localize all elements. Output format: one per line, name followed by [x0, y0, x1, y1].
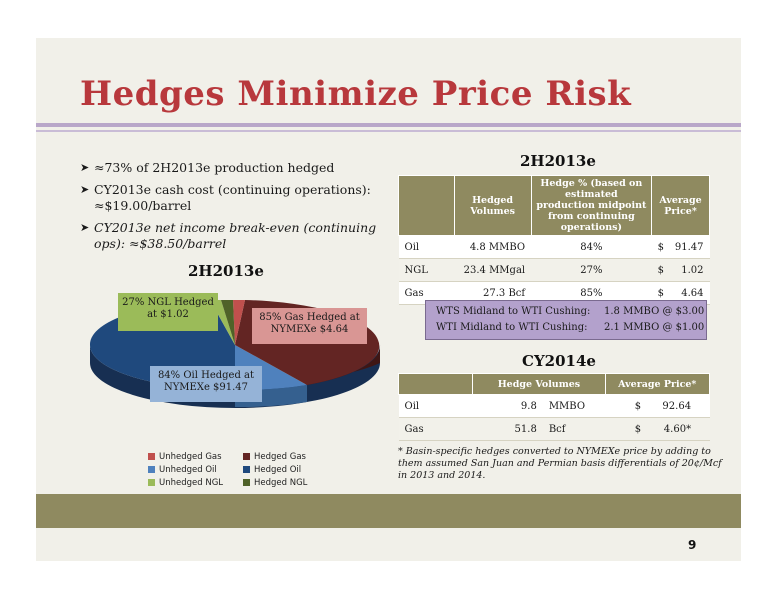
legend-label: Unhedged Gas [159, 452, 222, 462]
legend-label: Hedged NGL [254, 478, 308, 488]
row-volume: 51.8 Bcf [472, 417, 606, 441]
legend-swatch [243, 453, 250, 460]
basis-hedge-value: 2.1 MMBO @ $1.00 [604, 322, 705, 333]
table-header-cell: Hedge % (based on estimated production m… [530, 175, 653, 236]
table-header-cell: Average Price* [604, 373, 711, 395]
basis-hedge-callout: WTS Midland to WTI Cushing: 1.8 MMBO @ $3… [425, 300, 707, 340]
row-price: $92.64 [605, 394, 710, 418]
pie-slice-hedged-ngl [221, 299, 235, 345]
table-header-row: Hedged Volumes Hedge % (based on estimat… [398, 175, 710, 236]
legend-item: Hedged Gas [243, 452, 306, 462]
row-volume: 4.8 MMBO [454, 235, 532, 259]
legend-label: Unhedged NGL [159, 478, 224, 488]
table-2h2013: Hedged Volumes Hedge % (based on estimat… [398, 175, 710, 305]
bullet-item: ➤ ≈73% of 2H2013e production hedged [80, 160, 380, 176]
arrow-bullet-icon: ➤ [80, 221, 90, 234]
price-value: 4.64 [681, 287, 704, 299]
title-rule-secondary [36, 130, 741, 132]
basis-hedge-row: WTI Midland to WTI Cushing: 2.1 MMBO @ $1… [436, 322, 704, 333]
row-volume: 23.4 MMgal [454, 258, 532, 282]
row-name: Gas [398, 417, 473, 441]
legend-label: Unhedged Oil [159, 465, 217, 475]
arrow-bullet-icon: ➤ [80, 161, 90, 174]
row-price: $91.47 [651, 235, 710, 259]
legend-swatch [243, 479, 250, 486]
price-value: 91.47 [674, 241, 704, 253]
row-name: NGL [398, 258, 455, 282]
legend-label: Hedged Oil [254, 465, 302, 475]
table-header-cell [397, 373, 474, 395]
legend-swatch [243, 466, 250, 473]
basis-hedge-label: WTS Midland to WTI Cushing: [436, 306, 591, 317]
table-2h2013-title: 2H2013e [520, 152, 596, 170]
row-pct: 84% [531, 235, 652, 259]
basis-hedge-label: WTI Midland to WTI Cushing: [436, 322, 588, 333]
pie-label-gas: 85% Gas Hedged at NYMEXe $4.64 [252, 308, 367, 344]
basis-hedge-row: WTS Midland to WTI Cushing: 1.8 MMBO @ $3… [436, 306, 704, 317]
table-row: NGL 23.4 MMgal 27% $1.02 [398, 258, 710, 282]
price-value: 92.64 [662, 400, 692, 412]
footer-bar [36, 494, 741, 528]
volume-value: 9.8 [520, 400, 537, 412]
arrow-bullet-icon: ➤ [80, 183, 90, 196]
table-header-cell: Hedged Volumes [453, 175, 532, 236]
legend-swatch [148, 466, 155, 473]
price-value: 4.60* [663, 423, 692, 435]
legend-item: Hedged NGL [243, 478, 307, 488]
pie-label-ngl: 27% NGL Hedged at $1.02 [118, 293, 218, 331]
legend-item: Hedged Oil [243, 465, 301, 475]
bullet-text: CY2013e cash cost (continuing operations… [94, 182, 371, 213]
bullet-item: ➤ CY2013e cash cost (continuing operatio… [80, 182, 380, 214]
legend-item: Unhedged Oil [148, 465, 217, 475]
currency: $ [657, 287, 664, 299]
row-name: Oil [398, 394, 473, 418]
currency: $ [634, 400, 642, 412]
bullet-list: ➤ ≈73% of 2H2013e production hedged ➤ CY… [80, 160, 380, 258]
row-price: $1.02 [651, 258, 710, 282]
basis-hedge-value: 1.8 MMBO @ $3.00 [604, 306, 705, 317]
row-price: $4.64 [651, 281, 710, 305]
row-price: $4.60* [605, 417, 710, 441]
row-volume: 9.8 MMBO [472, 394, 606, 418]
table-cy2014-title: CY2014e [522, 352, 596, 370]
bullet-text: ≈73% of 2H2013e production hedged [94, 160, 335, 175]
price-value: 1.02 [681, 264, 704, 276]
volume-value: 51.8 [514, 423, 537, 435]
currency: $ [657, 241, 664, 253]
pie-label-oil: 84% Oil Hedged at NYMEXe $91.47 [150, 366, 262, 402]
legend-label: Hedged Gas [254, 452, 306, 462]
table-header-cell: Average Price* [651, 175, 710, 236]
table-header-row: Hedge Volumes Average Price* [397, 373, 711, 395]
page-number: 9 [688, 538, 697, 552]
table-header-cell [398, 175, 455, 236]
legend-swatch [148, 479, 155, 486]
table-cy2014: Hedge Volumes Average Price* Oil 9.8 MMBO… [397, 373, 711, 441]
bullet-item: ➤ CY2013e net income break-even (continu… [80, 220, 380, 252]
pie-title: 2H2013e [188, 262, 264, 280]
title-rule [36, 123, 741, 127]
table-row: Oil 9.8 MMBO $92.64 [398, 394, 710, 418]
legend-item: Unhedged NGL [148, 478, 223, 488]
bullet-text: CY2013e net income break-even (continuin… [94, 220, 377, 251]
legend-item: Unhedged Gas [148, 452, 222, 462]
currency: $ [657, 264, 664, 276]
row-name: Oil [398, 235, 455, 259]
pie-slice-unhedged-gas [233, 299, 245, 345]
currency: $ [634, 423, 642, 435]
table-header-cell: Hedge Volumes [472, 373, 606, 395]
row-volume: 27.3 Bcf [454, 281, 532, 305]
volume-unit: MMBO [548, 400, 586, 412]
table-row: Gas 51.8 Bcf $4.60* [398, 417, 710, 441]
volume-unit: Bcf [548, 423, 566, 435]
footnote: * Basin-specific hedges converted to NYM… [398, 446, 722, 481]
page-title: Hedges Minimize Price Risk [80, 74, 632, 114]
table-row: Oil 4.8 MMBO 84% $91.47 [398, 235, 710, 259]
row-pct: 27% [531, 258, 652, 282]
row-name: Gas [398, 281, 455, 305]
legend-swatch [148, 453, 155, 460]
